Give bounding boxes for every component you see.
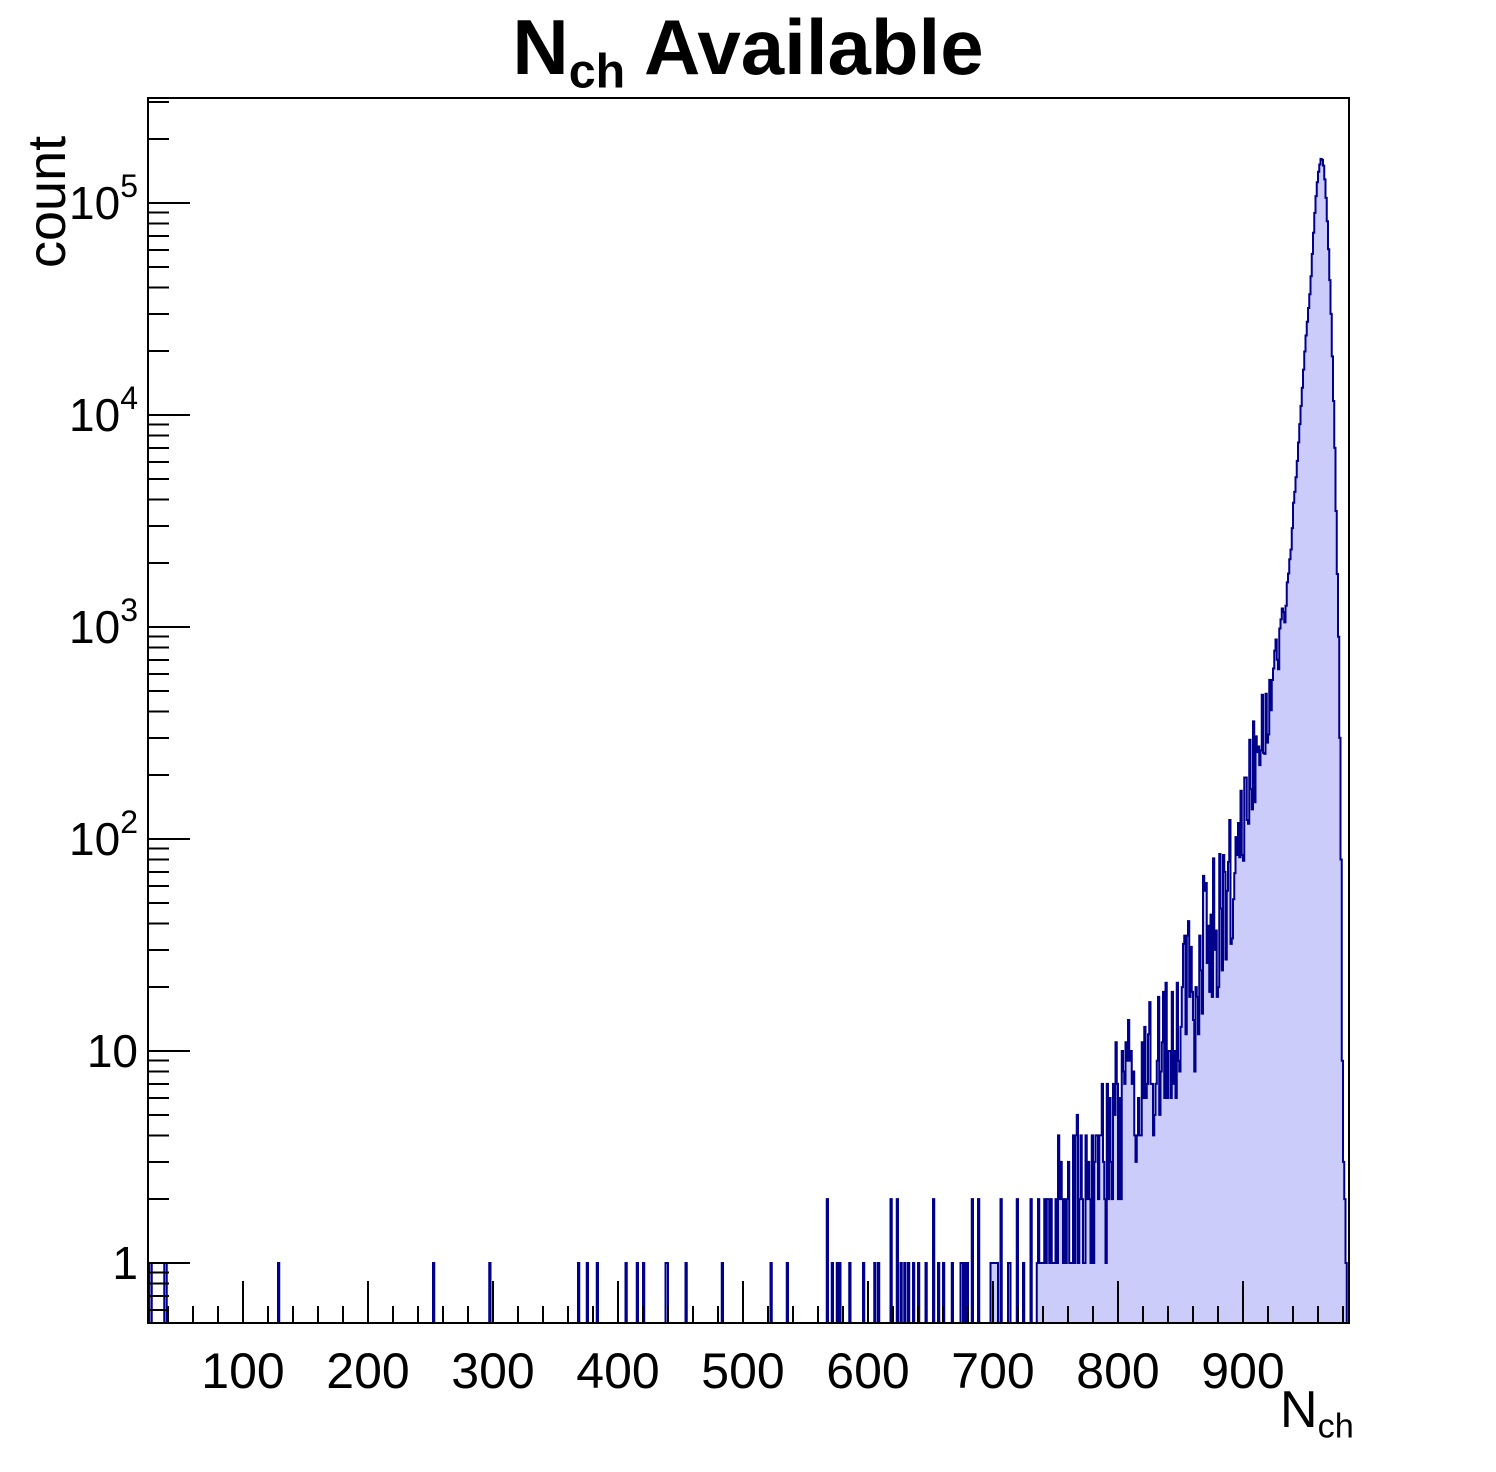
x-axis-ticks [167,1281,1344,1323]
svg-text:1: 1 [112,1237,138,1289]
chart-title-rest: Available [625,3,984,91]
svg-text:105: 105 [69,168,138,229]
x-axis-title-main: N [1280,1381,1318,1439]
histogram-series [148,157,1350,1324]
y-axis-title: count [17,135,77,268]
svg-text:700: 700 [951,1343,1034,1399]
svg-text:103: 103 [69,592,138,653]
chart-title-main: N [512,3,569,91]
svg-text:102: 102 [69,804,138,865]
svg-text:900: 900 [1201,1343,1284,1399]
svg-text:600: 600 [826,1343,909,1399]
svg-text:500: 500 [701,1343,784,1399]
svg-text:800: 800 [1076,1343,1159,1399]
x-axis-tick-labels: 100 200 300 400 500 600 700 800 900 [201,1343,1284,1399]
x-axis-title-subscript: ch [1317,1407,1354,1446]
svg-text:10: 10 [87,1025,138,1077]
x-axis-title: Nch [1280,1380,1354,1446]
y-axis-tick-labels: 1 10 102 103 104 105 [69,168,138,1289]
svg-text:300: 300 [451,1343,534,1399]
y-axis-ticks [148,100,190,1312]
chart-title-subscript: ch [568,44,626,99]
svg-text:100: 100 [201,1343,284,1399]
svg-text:400: 400 [576,1343,659,1399]
svg-text:104: 104 [69,380,138,441]
chart-title: Nch Available [0,2,1496,100]
svg-text:200: 200 [326,1343,409,1399]
